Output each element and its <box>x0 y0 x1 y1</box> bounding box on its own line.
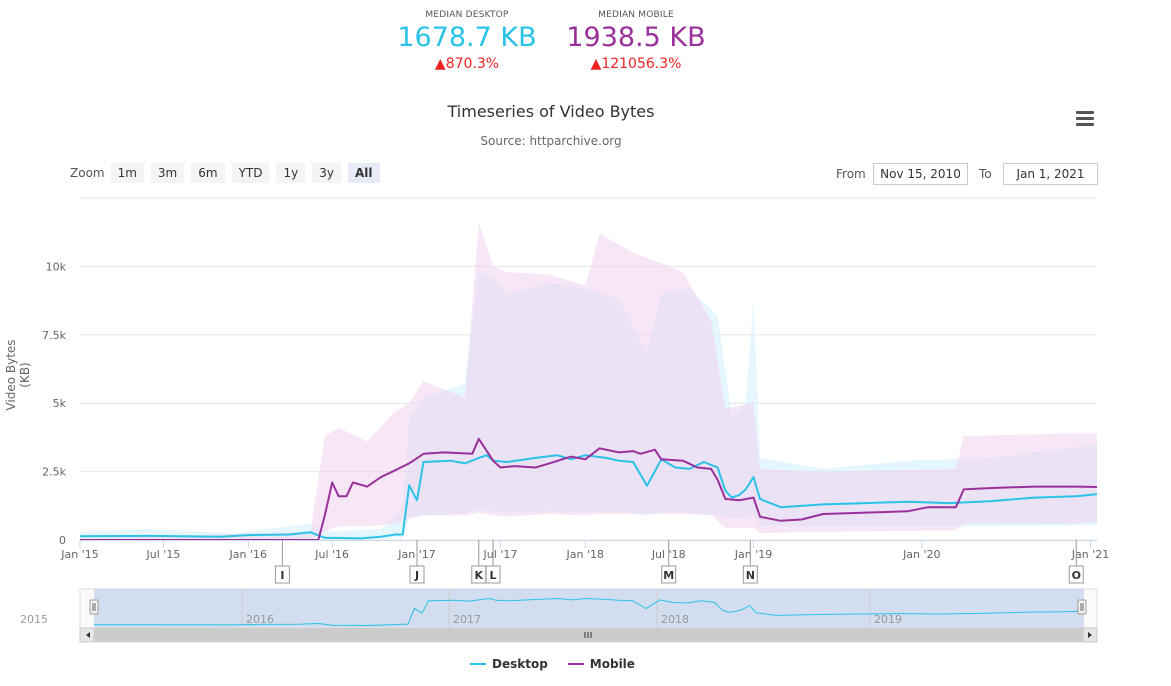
range-band-mobile <box>80 222 1097 540</box>
legend-swatch-mobile <box>567 663 584 665</box>
timeseries-chart: 0 2.5k 5k 7.5k 10k Jan '15 Jul '15 Jan '16 Jul '… <box>20 197 1109 643</box>
to-label: To <box>979 167 992 181</box>
to-date-input[interactable]: Jan 1, 2021 <box>1003 163 1098 185</box>
flag-marker <box>409 565 425 584</box>
legend-item-desktop[interactable]: Desktop <box>470 657 548 671</box>
x-tick-label: Jan '16 <box>229 548 267 561</box>
x-tick-label: Jan '19 <box>734 548 772 561</box>
kpi-change: ▲870.3% <box>434 56 500 72</box>
x-tick-label: Jul '16 <box>314 548 349 561</box>
navigator-year-label: 2017 <box>453 613 481 626</box>
flag-marker <box>742 565 758 584</box>
flag-marker <box>274 565 290 584</box>
series-line-desktop <box>79 454 1098 540</box>
y-tick-label: 7.5k <box>42 329 66 342</box>
from-label: From <box>836 167 866 181</box>
navigator-handle[interactable] <box>89 599 99 615</box>
legend-item-mobile[interactable]: Mobile <box>567 657 635 671</box>
flag-label: L <box>490 569 497 582</box>
zoom-button-3y[interactable]: 3y <box>312 163 341 183</box>
x-tick-label: Jan '20 <box>902 548 940 561</box>
legend-label-desktop: Desktop <box>492 657 548 671</box>
navigator-scrollbar-thumb[interactable] <box>94 628 1084 642</box>
kpi-median-mobile: MEDIAN MOBILE 1938.5 KB ▲121056.3% <box>551 10 721 72</box>
x-tick-label: Jan '15 <box>60 548 98 561</box>
navigator-year-label: 2019 <box>874 613 902 626</box>
y-tick-label: 10k <box>46 260 67 273</box>
zoom-button-3m[interactable]: 3m <box>150 163 185 183</box>
chart-subtitle: Source: httparchive.org <box>480 134 622 148</box>
y-tick-label: 0 <box>59 534 66 547</box>
navigator-handle[interactable] <box>1077 599 1087 615</box>
y-tick-label: 5k <box>53 397 67 410</box>
flag-label: I <box>280 569 284 582</box>
x-tick-label: Jul '15 <box>146 548 181 561</box>
chart-legend: Desktop Mobile <box>470 657 655 671</box>
hamburger-menu-icon[interactable] <box>1072 108 1098 130</box>
navigator-year-label: 2018 <box>661 613 689 626</box>
flag-marker <box>1068 565 1084 584</box>
x-tick-label: Jan '18 <box>566 548 604 561</box>
kpi-value: 1938.5 KB <box>566 22 706 53</box>
zoom-button-all[interactable]: All <box>347 163 380 183</box>
navigator-series-line <box>93 597 1085 627</box>
navigator-selection <box>94 589 1084 628</box>
zoom-button-6m[interactable]: 6m <box>191 163 225 183</box>
flag-marker <box>661 565 677 584</box>
navigator-year-label: 2015 <box>20 613 48 626</box>
zoom-button-1m[interactable]: 1m <box>110 163 144 183</box>
kpi-change: ▲121056.3% <box>590 56 682 72</box>
chevron-right-icon <box>1088 632 1092 638</box>
flag-label: O <box>1072 569 1081 582</box>
kpi-label: MEDIAN DESKTOP <box>425 10 509 20</box>
kpi-label: MEDIAN MOBILE <box>598 10 674 20</box>
y-axis-title: Video Bytes (KB) <box>4 339 32 411</box>
zoom-selector: Zoom 1m 3m 6m YTD 1y 3y All <box>70 163 387 183</box>
legend-label-mobile: Mobile <box>589 657 635 671</box>
series-line-mobile <box>80 437 1098 541</box>
from-date-input[interactable]: Nov 15, 2010 <box>873 163 968 185</box>
flag-label: M <box>663 569 674 582</box>
zoom-label: Zoom <box>70 166 105 180</box>
kpi-value: 1678.7 KB <box>397 22 537 53</box>
flag-label: J <box>414 569 419 582</box>
flag-label: N <box>746 569 755 582</box>
chevron-left-icon <box>86 632 90 638</box>
navigator-year-label: 2016 <box>246 613 274 626</box>
chart-title: Timeseries of Video Bytes <box>447 102 655 121</box>
zoom-button-ytd[interactable]: YTD <box>231 163 270 183</box>
flag-marker <box>485 565 501 584</box>
flag-label: K <box>475 569 484 582</box>
y-tick-label: 2.5k <box>42 466 66 479</box>
x-tick-label: Jan '21 <box>1071 548 1109 561</box>
x-tick-label: Jul '17 <box>483 548 518 561</box>
kpi-median-desktop: MEDIAN DESKTOP 1678.7 KB ▲870.3% <box>382 10 552 72</box>
zoom-button-1y[interactable]: 1y <box>276 163 306 183</box>
legend-swatch-desktop <box>470 663 486 665</box>
